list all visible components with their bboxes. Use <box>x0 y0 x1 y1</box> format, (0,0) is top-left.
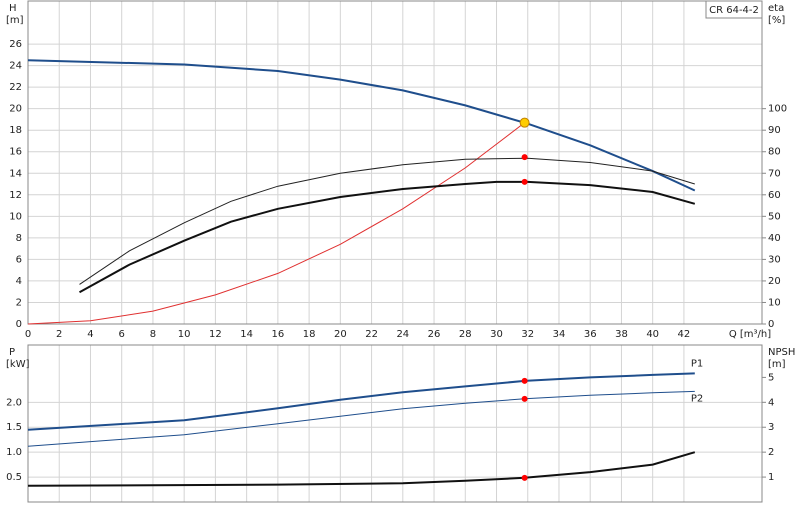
y-tick-label: 1.5 <box>6 422 22 433</box>
y-tick-label: 10 <box>9 211 22 222</box>
x-tick-label: 6 <box>119 329 125 340</box>
x-tick-label: 28 <box>459 329 472 340</box>
x-tick-label: 24 <box>396 329 409 340</box>
y-tick-label: 2 <box>16 297 22 308</box>
y2-unit: [%] <box>768 15 785 26</box>
x-tick-label: 8 <box>150 329 156 340</box>
y-tick-label: 26 <box>9 39 22 50</box>
y2-tick-label: 80 <box>768 147 781 158</box>
y-unit: [m] <box>6 15 24 26</box>
y2-tick-label: 1 <box>768 472 774 483</box>
curve <box>27 372 695 431</box>
y2-tick-label: 40 <box>768 233 781 244</box>
curve <box>79 180 696 294</box>
x-tick-label: 10 <box>178 329 191 340</box>
curve <box>27 390 695 447</box>
y-tick-label: 8 <box>16 233 22 244</box>
y2-tick-label: 60 <box>768 190 781 201</box>
x-tick-label: 18 <box>303 329 316 340</box>
y-tick-label: 0.5 <box>6 472 22 483</box>
y-tick-label: 24 <box>9 61 22 72</box>
curve <box>79 157 695 285</box>
marker <box>521 395 528 402</box>
y2-tick-label: 90 <box>768 125 781 136</box>
x-tick-label: 30 <box>490 329 503 340</box>
curve-label: P1 <box>691 358 703 369</box>
y2-tick-label: 100 <box>768 104 787 115</box>
x-tick-label: 26 <box>428 329 441 340</box>
x-tick-label: 34 <box>553 329 566 340</box>
marker <box>521 377 528 384</box>
x-tick-label: 12 <box>209 329 222 340</box>
y2-tick-label: 2 <box>768 447 774 458</box>
y-tick-label: 0 <box>16 319 22 330</box>
x-tick-label: 40 <box>646 329 659 340</box>
y2-tick-label: 20 <box>768 276 781 287</box>
y-tick-label: 4 <box>16 276 22 287</box>
x-label: Q [m³/h] <box>729 329 771 340</box>
y2-tick-label: 0 <box>768 319 774 330</box>
y-tick-label: 16 <box>9 147 22 158</box>
x-tick-label: 2 <box>56 329 62 340</box>
curve <box>27 122 525 325</box>
y2-label: NPSH <box>768 347 795 358</box>
y-label: P <box>9 347 15 358</box>
y-tick-label: 22 <box>9 82 22 93</box>
y2-unit: [m] <box>768 359 786 370</box>
y-tick-label: 6 <box>16 254 22 265</box>
plot-frame <box>27 344 763 503</box>
y2-tick-label: 70 <box>768 168 781 179</box>
curve <box>27 451 696 487</box>
y2-label: eta <box>768 3 784 14</box>
x-tick-label: 22 <box>365 329 378 340</box>
y-tick-label: 20 <box>9 104 22 115</box>
y2-tick-label: 50 <box>768 211 781 222</box>
title-box <box>705 0 763 19</box>
curve-label: P2 <box>691 393 703 404</box>
x-tick-label: 36 <box>584 329 597 340</box>
y-label: H <box>9 3 17 14</box>
marker <box>521 154 528 161</box>
x-tick-label: 20 <box>334 329 347 340</box>
marker <box>521 178 528 185</box>
y-tick-label: 18 <box>9 125 22 136</box>
curve <box>27 59 696 192</box>
x-tick-label: 32 <box>521 329 534 340</box>
y-tick-label: 14 <box>9 168 22 179</box>
plot-frame <box>27 0 763 325</box>
y-tick-label: 2.0 <box>6 397 22 408</box>
y-tick-label: 12 <box>9 190 22 201</box>
x-tick-label: 4 <box>87 329 93 340</box>
y2-tick-label: 4 <box>768 397 774 408</box>
x-tick-label: 0 <box>25 329 31 340</box>
x-tick-label: 16 <box>272 329 285 340</box>
y2-tick-label: 10 <box>768 297 781 308</box>
marker <box>521 474 528 481</box>
x-tick-label: 38 <box>615 329 628 340</box>
y2-tick-label: 5 <box>768 372 774 383</box>
marker <box>519 117 530 128</box>
chart-title: CR 64-4-2 <box>709 5 759 16</box>
y-tick-label: 1.0 <box>6 447 22 458</box>
x-tick-label: 14 <box>240 329 253 340</box>
y2-tick-label: 30 <box>768 254 781 265</box>
y2-tick-label: 3 <box>768 422 774 433</box>
x-tick-label: 42 <box>678 329 691 340</box>
y-unit: [kW] <box>6 359 30 370</box>
